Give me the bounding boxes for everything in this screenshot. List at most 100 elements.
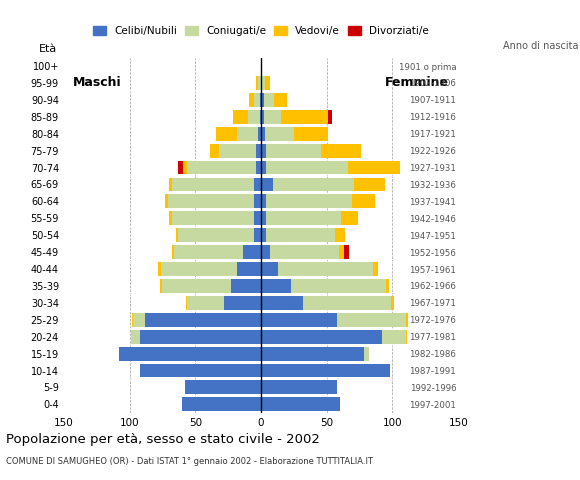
Bar [264, 110, 281, 124]
Bar [261, 161, 266, 174]
Bar [182, 397, 261, 411]
Bar [335, 228, 345, 242]
Bar [261, 313, 337, 327]
Bar [274, 93, 287, 107]
Bar [344, 245, 349, 259]
Bar [216, 127, 237, 141]
Bar [178, 228, 255, 242]
Bar [172, 211, 255, 225]
Bar [281, 110, 328, 124]
Bar [266, 144, 321, 157]
Bar [187, 296, 224, 310]
Bar [237, 262, 261, 276]
Bar [261, 178, 273, 192]
Bar [291, 279, 386, 293]
Bar [172, 178, 255, 192]
Bar [261, 279, 291, 293]
Bar [255, 93, 260, 107]
Bar [249, 93, 255, 107]
Bar [256, 144, 261, 157]
Bar [348, 161, 400, 174]
Bar [266, 161, 348, 174]
Bar [185, 381, 261, 395]
Bar [242, 245, 261, 259]
Bar [386, 279, 389, 293]
Bar [248, 110, 260, 124]
Bar [261, 296, 303, 310]
Bar [261, 211, 266, 225]
Bar [261, 330, 382, 344]
Bar [233, 110, 248, 124]
Bar [119, 347, 261, 360]
Bar [321, 144, 361, 157]
Bar [165, 194, 168, 208]
Bar [328, 110, 332, 124]
Text: Anno di nascita: Anno di nascita [503, 41, 579, 51]
Bar [255, 228, 261, 242]
Bar [186, 296, 187, 310]
Bar [258, 127, 261, 141]
Bar [391, 296, 394, 310]
Bar [132, 313, 133, 327]
Bar [131, 330, 140, 344]
Bar [255, 178, 261, 192]
Bar [294, 127, 328, 141]
Bar [260, 110, 261, 124]
Bar [133, 313, 146, 327]
Text: Età: Età [39, 44, 57, 54]
Bar [351, 194, 375, 208]
Bar [261, 76, 262, 90]
Bar [265, 127, 294, 141]
Bar [261, 127, 265, 141]
Bar [237, 127, 258, 141]
Bar [178, 161, 183, 174]
Bar [264, 93, 274, 107]
Bar [270, 245, 339, 259]
Bar [187, 161, 256, 174]
Text: Maschi: Maschi [73, 76, 122, 89]
Bar [278, 262, 373, 276]
Bar [160, 279, 162, 293]
Bar [169, 178, 172, 192]
Bar [405, 313, 408, 327]
Bar [265, 76, 270, 90]
Bar [341, 211, 358, 225]
Bar [266, 211, 341, 225]
Bar [260, 93, 261, 107]
Bar [261, 363, 390, 377]
Bar [405, 330, 407, 344]
Bar [176, 228, 178, 242]
Bar [172, 245, 174, 259]
Bar [339, 245, 344, 259]
Bar [373, 262, 378, 276]
Bar [146, 313, 261, 327]
Bar [169, 211, 172, 225]
Bar [140, 363, 261, 377]
Bar [162, 279, 231, 293]
Bar [258, 76, 261, 90]
Bar [183, 161, 187, 174]
Bar [210, 144, 219, 157]
Bar [266, 194, 351, 208]
Bar [256, 161, 261, 174]
Bar [337, 313, 405, 327]
Bar [266, 228, 335, 242]
Bar [303, 296, 391, 310]
Bar [219, 144, 256, 157]
Bar [174, 245, 242, 259]
Bar [261, 93, 264, 107]
Bar [261, 144, 266, 157]
Text: Popolazione per età, sesso e stato civile - 2002: Popolazione per età, sesso e stato civil… [6, 433, 320, 446]
Bar [255, 211, 261, 225]
Bar [140, 330, 261, 344]
Bar [161, 262, 237, 276]
Bar [261, 347, 364, 360]
Bar [261, 381, 337, 395]
Bar [231, 279, 261, 293]
Bar [261, 262, 278, 276]
Bar [262, 76, 265, 90]
Bar [261, 245, 270, 259]
Bar [168, 194, 255, 208]
Text: Femmine: Femmine [385, 76, 449, 89]
Bar [382, 330, 405, 344]
